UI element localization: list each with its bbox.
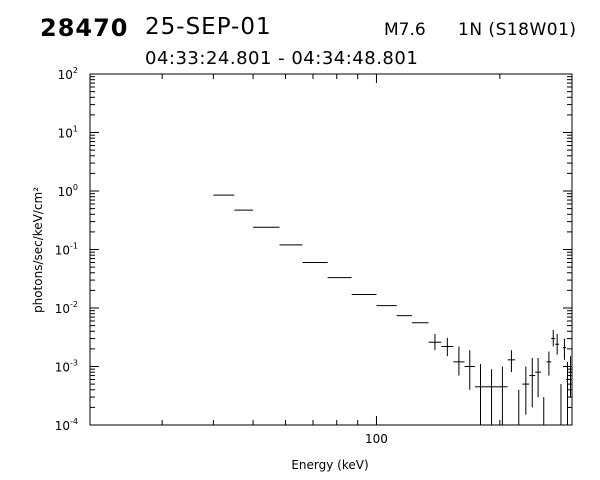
y-tick-label: 10-3: [55, 359, 78, 375]
y-axis-label: photons/sec/keV/cm²: [31, 187, 45, 313]
data-point: [529, 357, 536, 408]
data-point: [497, 366, 508, 425]
x-tick-label: 100: [365, 432, 388, 446]
data-point: [515, 389, 523, 426]
data-point: [485, 369, 498, 425]
flare-class: M7.6: [384, 20, 426, 40]
data-point: [453, 346, 465, 376]
time-range: 04:33:24.801 - 04:34:48.801: [145, 48, 419, 69]
plot-frame: [89, 73, 573, 426]
data-point: [555, 333, 560, 355]
event-id: 28470: [40, 14, 129, 42]
data-point: [559, 384, 563, 426]
data-point: [475, 364, 486, 425]
flare-location: 1N (S18W01): [458, 20, 577, 40]
y-tick-label: 102: [58, 66, 78, 82]
data-point: [535, 357, 541, 398]
data-point: [522, 366, 530, 415]
data-point: [562, 338, 566, 360]
data-point: [565, 361, 570, 425]
event-date: 25-SEP-01: [145, 14, 272, 40]
y-tick-label: 100: [58, 183, 78, 199]
data-point: [428, 333, 442, 351]
data-points: [213, 194, 572, 426]
x-axis-label: Energy (keV): [291, 458, 368, 472]
data-point: [441, 337, 454, 357]
data-point: [569, 356, 572, 398]
data-point: [551, 330, 556, 347]
data-point: [546, 351, 552, 376]
y-tick-label: 101: [58, 125, 78, 141]
data-point: [540, 397, 547, 426]
data-point: [464, 350, 476, 390]
axes: 10-4 10-3 10-2 10-1 100 101 102 100: [55, 66, 573, 446]
y-tick-label: 10-4: [55, 417, 78, 433]
y-tick-label: 10-2: [55, 300, 78, 316]
data-point: [507, 350, 516, 373]
y-tick-label: 10-1: [55, 242, 78, 258]
